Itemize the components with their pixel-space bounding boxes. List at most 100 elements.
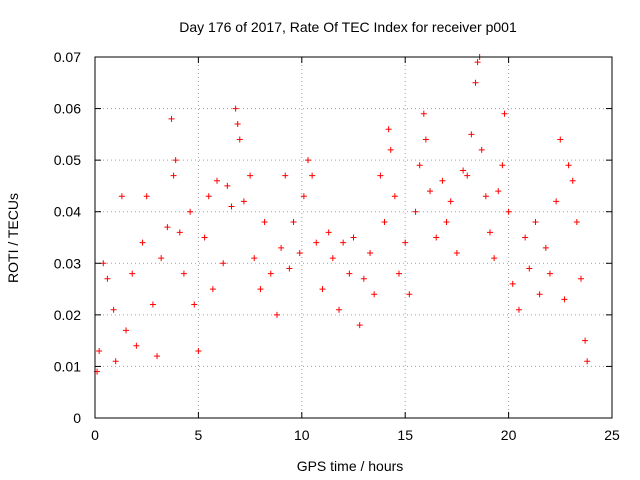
y-tick-label: 0.05	[54, 152, 81, 168]
data-point	[261, 219, 268, 226]
data-point	[118, 193, 125, 200]
data-point	[536, 291, 543, 298]
data-point	[164, 224, 171, 231]
data-point	[100, 260, 107, 267]
data-point	[129, 270, 136, 277]
data-point	[247, 172, 254, 179]
data-point	[187, 208, 194, 215]
data-point	[582, 337, 589, 344]
data-point	[220, 260, 227, 267]
data-point	[325, 229, 332, 236]
data-point	[509, 280, 516, 287]
data-point	[447, 198, 454, 205]
data-point	[443, 219, 450, 226]
axis-ticks	[94, 56, 613, 419]
data-point	[377, 172, 384, 179]
data-point	[402, 239, 409, 246]
data-point	[391, 193, 398, 200]
x-tick-label: 25	[604, 427, 620, 443]
data-point	[565, 162, 572, 169]
data-point	[573, 219, 580, 226]
data-point	[286, 265, 293, 272]
data-point	[232, 105, 239, 112]
data-point	[464, 172, 471, 179]
data-point	[495, 188, 502, 195]
data-point	[482, 193, 489, 200]
data-point	[319, 286, 326, 293]
axis-tick-labels: 0 5 10 15 20 25 0 0.01 0.02 0.03 0.04 0.05 0.06 0.07	[54, 49, 620, 443]
data-point	[205, 193, 212, 200]
data-point	[474, 59, 481, 66]
data-point	[309, 172, 316, 179]
data-point	[112, 358, 119, 365]
y-tick-label: 0.02	[54, 307, 81, 323]
data-point	[313, 239, 320, 246]
y-tick-label: 0.04	[54, 204, 81, 220]
data-point	[526, 265, 533, 272]
data-point	[201, 234, 208, 241]
data-point	[154, 353, 161, 360]
data-point	[350, 234, 357, 241]
data-point	[360, 275, 367, 282]
data-point	[468, 131, 475, 138]
data-point	[133, 342, 140, 349]
data-point	[522, 234, 529, 241]
data-point	[371, 291, 378, 298]
data-point	[505, 208, 512, 215]
data-point	[158, 255, 165, 262]
y-tick-label: 0.06	[54, 101, 81, 117]
data-point	[553, 198, 560, 205]
data-point	[515, 306, 522, 313]
data-point	[420, 110, 427, 117]
data-point	[486, 229, 493, 236]
data-point	[214, 177, 221, 184]
data-point	[542, 244, 549, 251]
data-point	[427, 188, 434, 195]
data-point	[143, 193, 150, 200]
x-tick-label: 10	[294, 427, 310, 443]
data-point	[149, 301, 156, 308]
data-point	[278, 244, 285, 251]
data-point	[195, 347, 202, 354]
data-point	[172, 157, 179, 164]
y-tick-label: 0.03	[54, 255, 81, 271]
data-point	[236, 136, 243, 143]
x-tick-label: 0	[91, 427, 99, 443]
data-point	[176, 229, 183, 236]
data-point	[168, 115, 175, 122]
data-point	[180, 270, 187, 277]
x-tick-label: 20	[501, 427, 517, 443]
data-point	[557, 136, 564, 143]
data-point	[104, 275, 111, 282]
data-point	[336, 306, 343, 313]
data-point	[472, 79, 479, 86]
grid-lines	[95, 57, 612, 418]
data-point	[478, 146, 485, 153]
data-point	[251, 255, 258, 262]
x-tick-label: 5	[195, 427, 203, 443]
chart-title: Day 176 of 2017, Rate Of TEC Index for r…	[179, 19, 517, 35]
data-point	[385, 126, 392, 133]
data-point	[257, 286, 264, 293]
y-tick-label: 0.01	[54, 358, 81, 374]
data-point	[395, 270, 402, 277]
data-point	[267, 270, 274, 277]
data-point	[406, 291, 413, 298]
y-tick-label: 0.07	[54, 49, 81, 65]
plot-frame	[94, 56, 613, 419]
data-point	[170, 172, 177, 179]
x-axis-label: GPS time / hours	[297, 458, 404, 474]
data-point	[453, 249, 460, 256]
data-point	[433, 234, 440, 241]
data-point	[290, 219, 297, 226]
data-point	[491, 255, 498, 262]
x-tick-label: 15	[397, 427, 413, 443]
data-point	[282, 172, 289, 179]
data-point	[422, 136, 429, 143]
data-points	[94, 54, 591, 375]
data-point	[191, 301, 198, 308]
data-point	[356, 322, 363, 329]
data-point	[499, 162, 506, 169]
data-point	[367, 249, 374, 256]
